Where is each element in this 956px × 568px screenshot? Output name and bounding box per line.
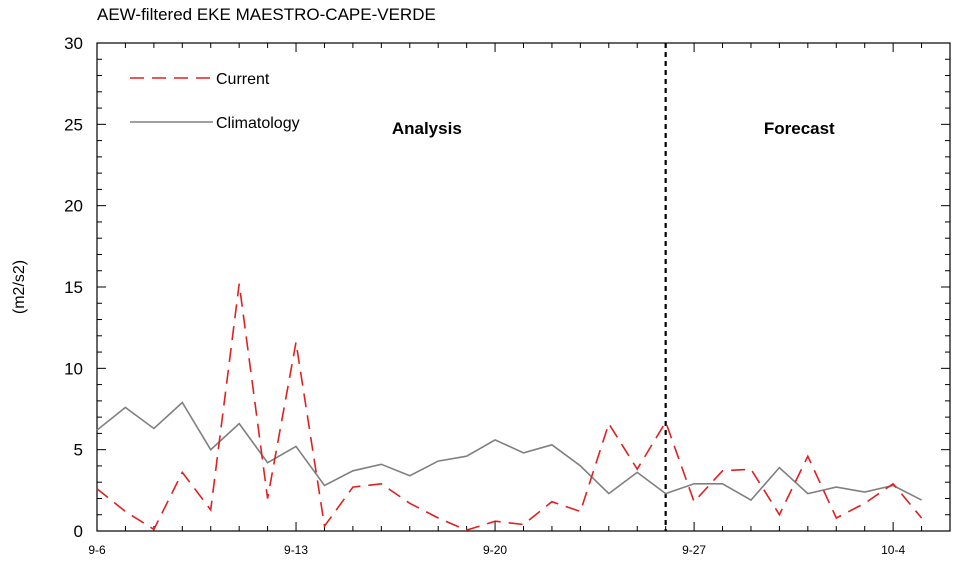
region-label: Forecast xyxy=(764,119,835,138)
series-line-climatology xyxy=(96,401,922,502)
x-tick-label: 9-6 xyxy=(88,543,106,557)
y-tick-label: 25 xyxy=(64,115,83,134)
y-tick-label: 0 xyxy=(74,522,83,541)
y-tick-label: 5 xyxy=(74,441,83,460)
chart-title: AEW-filtered EKE MAESTRO-CAPE-VERDE xyxy=(97,5,436,24)
legend-label-climatology: Climatology xyxy=(216,115,300,132)
region-label: Analysis xyxy=(392,119,462,138)
y-tick-label: 15 xyxy=(64,278,83,297)
series-line-current xyxy=(96,283,923,532)
y-tick-label: 20 xyxy=(64,197,83,216)
y-tick-label: 30 xyxy=(64,34,83,53)
x-tick-label: 9-27 xyxy=(682,543,706,557)
x-tick-label: 10-4 xyxy=(881,543,905,557)
x-tick-label: 9-13 xyxy=(284,543,308,557)
plot-area: 0 5 10 15 20 25 30 9-6 9-13 9-20 9-27 10-4 Analysis F… xyxy=(64,34,951,557)
y-axis-label: (m2/s2) xyxy=(11,260,28,314)
x-tick-label: 9-20 xyxy=(483,543,507,557)
legend-label-current: Current xyxy=(216,71,270,88)
y-tick-label: 10 xyxy=(64,359,83,378)
